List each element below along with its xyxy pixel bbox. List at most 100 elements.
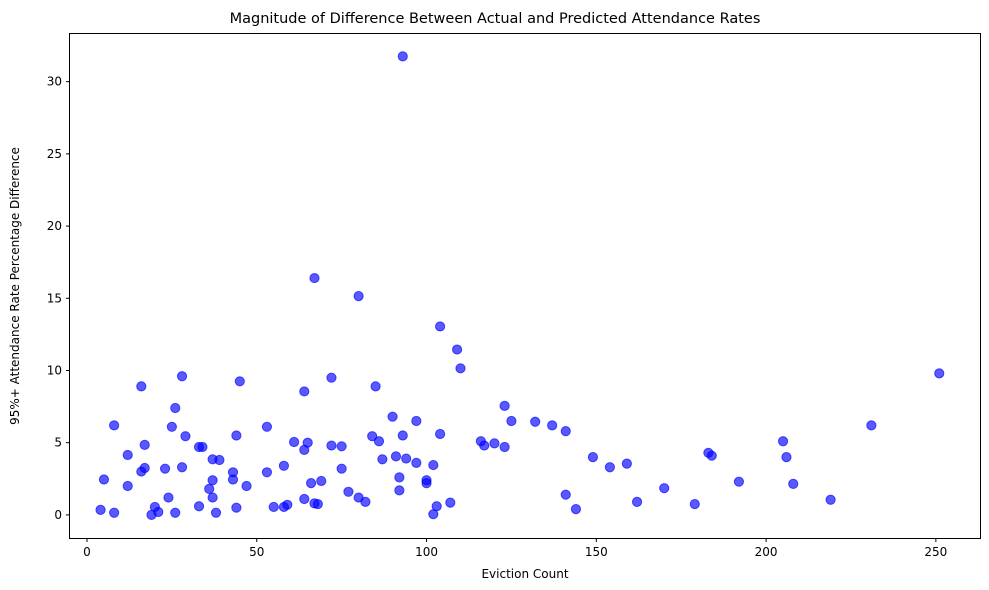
data-point-71 bbox=[411, 415, 422, 427]
data-point-42 bbox=[289, 436, 300, 448]
y-axis-ticks: 0 5 10 15 20 25 30 bbox=[47, 75, 70, 522]
data-point-101 bbox=[706, 450, 717, 461]
data-point-15 bbox=[166, 421, 177, 432]
data-point-36 bbox=[261, 421, 273, 432]
data-point-61 bbox=[370, 381, 381, 392]
data-point-43 bbox=[299, 386, 310, 397]
data-point-38 bbox=[268, 501, 279, 513]
y-axis-label: 95%+ Attendance Rate Percentage Differen… bbox=[8, 147, 22, 425]
data-point-12 bbox=[153, 506, 164, 518]
data-point-33 bbox=[231, 502, 242, 513]
data-point-39 bbox=[278, 460, 290, 471]
data-point-66 bbox=[394, 472, 405, 483]
x-axis-label: Eviction Count bbox=[481, 567, 568, 581]
data-point-3 bbox=[109, 420, 120, 431]
data-point-48 bbox=[309, 272, 320, 284]
data-point-31 bbox=[227, 474, 239, 485]
data-point-99 bbox=[689, 498, 700, 510]
data-point-18 bbox=[176, 371, 188, 382]
data-point-13 bbox=[159, 463, 171, 474]
data-point-103 bbox=[777, 436, 789, 447]
data-point-65 bbox=[390, 451, 402, 462]
data-point-92 bbox=[560, 489, 571, 500]
data-point-9 bbox=[139, 462, 150, 474]
data-point-4 bbox=[122, 449, 133, 461]
data-point-37 bbox=[261, 467, 273, 478]
x-tick-label-250: 250 bbox=[924, 545, 947, 559]
data-point-106 bbox=[825, 494, 836, 505]
data-point-59 bbox=[360, 496, 371, 507]
y-tick-label-10: 10 bbox=[47, 363, 62, 377]
data-point-29 bbox=[214, 454, 225, 466]
data-point-98 bbox=[659, 483, 670, 494]
chart-title: Magnitude of Difference Between Actual a… bbox=[230, 11, 761, 27]
data-point-28 bbox=[210, 507, 222, 518]
x-tick-label-50: 50 bbox=[249, 545, 264, 559]
data-point-26 bbox=[207, 475, 218, 486]
x-tick-label-0: 0 bbox=[83, 545, 91, 559]
data-point-67 bbox=[394, 485, 405, 496]
data-point-85 bbox=[489, 438, 500, 449]
data-point-108 bbox=[934, 368, 945, 379]
data-point-50 bbox=[312, 498, 323, 510]
data-point-23 bbox=[197, 441, 208, 453]
data-point-81 bbox=[451, 344, 463, 355]
data-point-87 bbox=[499, 441, 510, 453]
data-point-19 bbox=[176, 462, 188, 473]
data-point-80 bbox=[445, 497, 456, 508]
data-point-51 bbox=[316, 475, 327, 487]
data-point-41 bbox=[282, 499, 293, 510]
data-point-55 bbox=[336, 463, 347, 474]
data-point-62 bbox=[373, 436, 385, 447]
data-point-34 bbox=[234, 376, 245, 387]
y-tick-label-15: 15 bbox=[47, 291, 62, 305]
plot-area-frame bbox=[69, 33, 981, 539]
data-point-60 bbox=[367, 431, 378, 442]
y-tick-label-25: 25 bbox=[47, 147, 62, 161]
data-point-93 bbox=[570, 504, 582, 515]
data-point-63 bbox=[377, 454, 388, 465]
data-point-0 bbox=[95, 504, 106, 515]
y-tick-label-20: 20 bbox=[47, 219, 62, 233]
x-tick-label-100: 100 bbox=[415, 545, 438, 559]
data-point-77 bbox=[431, 501, 442, 512]
data-points bbox=[95, 51, 945, 520]
data-point-88 bbox=[506, 415, 517, 427]
data-point-74 bbox=[421, 478, 432, 489]
data-point-107 bbox=[866, 420, 877, 431]
data-point-27 bbox=[207, 492, 218, 503]
data-point-84 bbox=[479, 440, 490, 451]
data-point-64 bbox=[387, 411, 398, 422]
data-point-17 bbox=[170, 507, 181, 518]
data-point-94 bbox=[587, 452, 599, 463]
data-point-5 bbox=[122, 480, 133, 492]
data-point-79 bbox=[435, 428, 446, 440]
data-point-35 bbox=[241, 480, 252, 492]
data-point-20 bbox=[180, 431, 191, 442]
data-point-54 bbox=[336, 441, 347, 452]
data-point-102 bbox=[733, 476, 745, 487]
data-point-46 bbox=[302, 437, 313, 448]
data-point-97 bbox=[631, 496, 643, 507]
data-point-45 bbox=[299, 493, 310, 505]
data-point-57 bbox=[353, 291, 364, 302]
data-point-70 bbox=[401, 453, 412, 464]
data-point-75 bbox=[428, 459, 439, 471]
data-point-14 bbox=[163, 492, 174, 503]
data-point-8 bbox=[139, 439, 150, 450]
data-point-24 bbox=[204, 483, 215, 494]
data-point-47 bbox=[305, 478, 317, 489]
data-point-16 bbox=[170, 402, 181, 414]
x-axis-ticks: 0 50 100 150 200 250 bbox=[83, 538, 947, 559]
data-point-90 bbox=[547, 420, 558, 431]
x-tick-label-200: 200 bbox=[755, 545, 778, 559]
y-tick-label-30: 30 bbox=[47, 75, 62, 89]
data-point-95 bbox=[604, 462, 615, 473]
data-point-91 bbox=[560, 426, 571, 437]
data-point-78 bbox=[435, 321, 446, 332]
data-point-2 bbox=[109, 507, 120, 518]
y-tick-label-0: 0 bbox=[54, 508, 62, 522]
y-tick-label-5: 5 bbox=[54, 436, 62, 450]
